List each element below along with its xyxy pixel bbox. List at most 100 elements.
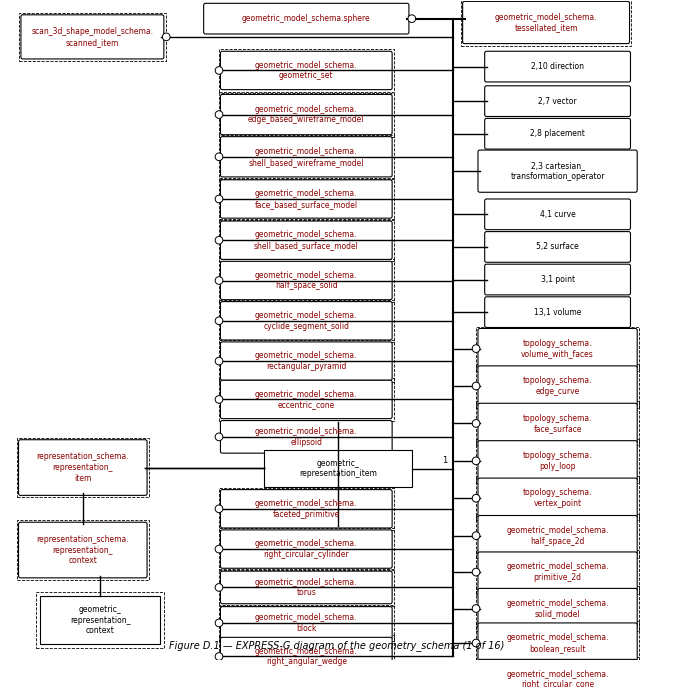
Bar <box>264 450 413 486</box>
Circle shape <box>472 345 480 352</box>
FancyBboxPatch shape <box>221 571 392 604</box>
Text: geometric_model_schema.
boolean_result: geometric_model_schema. boolean_result <box>506 633 609 653</box>
Text: geometric_model_schema.
half_space_2d: geometric_model_schema. half_space_2d <box>506 526 609 545</box>
FancyBboxPatch shape <box>478 328 637 369</box>
Text: geometric_model_schema.
rectangular_pyramid: geometric_model_schema. rectangular_pyra… <box>255 351 357 371</box>
Text: geometric_model_schema.
right_circular_cone: geometric_model_schema. right_circular_c… <box>506 670 609 687</box>
FancyBboxPatch shape <box>21 15 164 59</box>
Circle shape <box>472 605 480 612</box>
FancyBboxPatch shape <box>478 150 637 192</box>
Text: geometric_model_schema.
cyclide_segment_solid: geometric_model_schema. cyclide_segment_… <box>255 311 357 330</box>
Circle shape <box>215 545 223 553</box>
Text: representation_schema.
representation_
item: representation_schema. representation_ i… <box>36 452 129 483</box>
FancyBboxPatch shape <box>221 490 392 528</box>
FancyBboxPatch shape <box>19 440 147 495</box>
Text: geometric_model_schema.
shell_based_wireframe_model: geometric_model_schema. shell_based_wire… <box>248 147 364 167</box>
FancyBboxPatch shape <box>478 440 637 481</box>
FancyBboxPatch shape <box>221 530 392 568</box>
Text: 4,1 curve: 4,1 curve <box>540 210 575 219</box>
Text: geometric_model_schema.
block: geometric_model_schema. block <box>255 613 357 633</box>
Circle shape <box>472 676 480 684</box>
FancyBboxPatch shape <box>204 3 409 34</box>
Text: topology_schema.
face_surface: topology_schema. face_surface <box>523 414 592 433</box>
FancyBboxPatch shape <box>462 1 629 43</box>
FancyBboxPatch shape <box>485 118 631 149</box>
FancyBboxPatch shape <box>221 261 392 300</box>
Circle shape <box>215 153 223 161</box>
FancyBboxPatch shape <box>221 607 392 639</box>
FancyBboxPatch shape <box>478 515 637 556</box>
Text: geometric_model_schema.
geometric_set: geometric_model_schema. geometric_set <box>255 60 357 80</box>
Text: geometric_model_schema.
solid_model: geometric_model_schema. solid_model <box>506 598 609 618</box>
Circle shape <box>215 195 223 203</box>
FancyBboxPatch shape <box>485 52 631 82</box>
Text: topology_schema.
vertex_point: topology_schema. vertex_point <box>523 488 592 508</box>
Text: topology_schema.
poly_loop: topology_schema. poly_loop <box>523 451 592 471</box>
Text: 2,8 placement: 2,8 placement <box>530 129 585 138</box>
Circle shape <box>215 396 223 403</box>
Circle shape <box>215 67 223 74</box>
Text: geometric_
representation_
context: geometric_ representation_ context <box>70 605 131 635</box>
FancyBboxPatch shape <box>221 137 392 177</box>
Text: geometric_model_schema.
torus: geometric_model_schema. torus <box>255 578 357 597</box>
Bar <box>40 596 160 644</box>
Circle shape <box>472 568 480 576</box>
FancyBboxPatch shape <box>19 522 147 578</box>
Text: 2,3 cartesian_
transformation_operator: 2,3 cartesian_ transformation_operator <box>510 161 605 181</box>
Text: geometric_model_schema.
eccentric_cone: geometric_model_schema. eccentric_cone <box>255 390 357 409</box>
Circle shape <box>408 15 416 23</box>
Circle shape <box>215 111 223 118</box>
FancyBboxPatch shape <box>478 588 637 629</box>
Text: scan_3d_shape_model_schema.
scanned_item: scan_3d_shape_model_schema. scanned_item <box>32 27 153 47</box>
FancyBboxPatch shape <box>221 381 392 418</box>
Circle shape <box>215 236 223 244</box>
Text: topology_schema.
volume_with_faces: topology_schema. volume_with_faces <box>521 339 594 359</box>
Text: geometric_model_schema.
tessellated_item: geometric_model_schema. tessellated_item <box>495 12 598 32</box>
Text: 3,1 point: 3,1 point <box>540 275 575 284</box>
Text: geometric_model_schema.sphere: geometric_model_schema.sphere <box>242 14 371 23</box>
Text: geometric_model_schema.
shell_based_surface_model: geometric_model_schema. shell_based_surf… <box>254 230 359 250</box>
Circle shape <box>215 357 223 365</box>
FancyBboxPatch shape <box>221 420 392 453</box>
FancyBboxPatch shape <box>485 199 631 229</box>
FancyBboxPatch shape <box>478 403 637 444</box>
Circle shape <box>215 277 223 284</box>
Circle shape <box>162 33 170 41</box>
FancyBboxPatch shape <box>485 297 631 328</box>
Text: geometric_model_schema.
right_circular_cylinder: geometric_model_schema. right_circular_c… <box>255 539 357 559</box>
Circle shape <box>472 420 480 427</box>
FancyBboxPatch shape <box>485 264 631 295</box>
Text: geometric_model_schema.
face_based_surface_model: geometric_model_schema. face_based_surfa… <box>254 189 358 209</box>
Text: topology_schema.
edge_curve: topology_schema. edge_curve <box>523 376 592 396</box>
Circle shape <box>472 495 480 502</box>
Text: 13,1 volume: 13,1 volume <box>534 308 581 317</box>
FancyBboxPatch shape <box>221 180 392 218</box>
FancyBboxPatch shape <box>478 660 637 687</box>
Bar <box>36 592 164 648</box>
Text: 5,2 surface: 5,2 surface <box>536 243 579 251</box>
FancyBboxPatch shape <box>221 638 392 676</box>
Text: Figure D.1 — EXPRESS-G diagram of the geometry_schema (1 of 16): Figure D.1 — EXPRESS-G diagram of the ge… <box>169 640 504 651</box>
Text: geometric_model_schema.
right_angular_wedge: geometric_model_schema. right_angular_we… <box>255 646 357 666</box>
Circle shape <box>215 653 223 660</box>
FancyBboxPatch shape <box>221 302 392 340</box>
Text: 2,7 vector: 2,7 vector <box>538 97 577 106</box>
Text: 1: 1 <box>442 455 448 464</box>
Circle shape <box>472 532 480 539</box>
Text: 2,10 direction: 2,10 direction <box>531 62 584 71</box>
FancyBboxPatch shape <box>221 94 392 135</box>
FancyBboxPatch shape <box>221 342 392 381</box>
FancyBboxPatch shape <box>478 623 637 663</box>
FancyBboxPatch shape <box>485 86 631 117</box>
Text: geometric_model_schema.
half_space_solid: geometric_model_schema. half_space_solid <box>255 271 357 291</box>
Circle shape <box>215 505 223 513</box>
Circle shape <box>215 619 223 627</box>
Text: representation_schema.
representation_
context: representation_schema. representation_ c… <box>36 534 129 565</box>
Circle shape <box>472 639 480 647</box>
Text: geometric_model_schema.
ellipsoid: geometric_model_schema. ellipsoid <box>255 427 357 447</box>
FancyBboxPatch shape <box>478 552 637 592</box>
Circle shape <box>472 382 480 390</box>
FancyBboxPatch shape <box>485 232 631 262</box>
Circle shape <box>215 433 223 440</box>
Circle shape <box>215 317 223 325</box>
